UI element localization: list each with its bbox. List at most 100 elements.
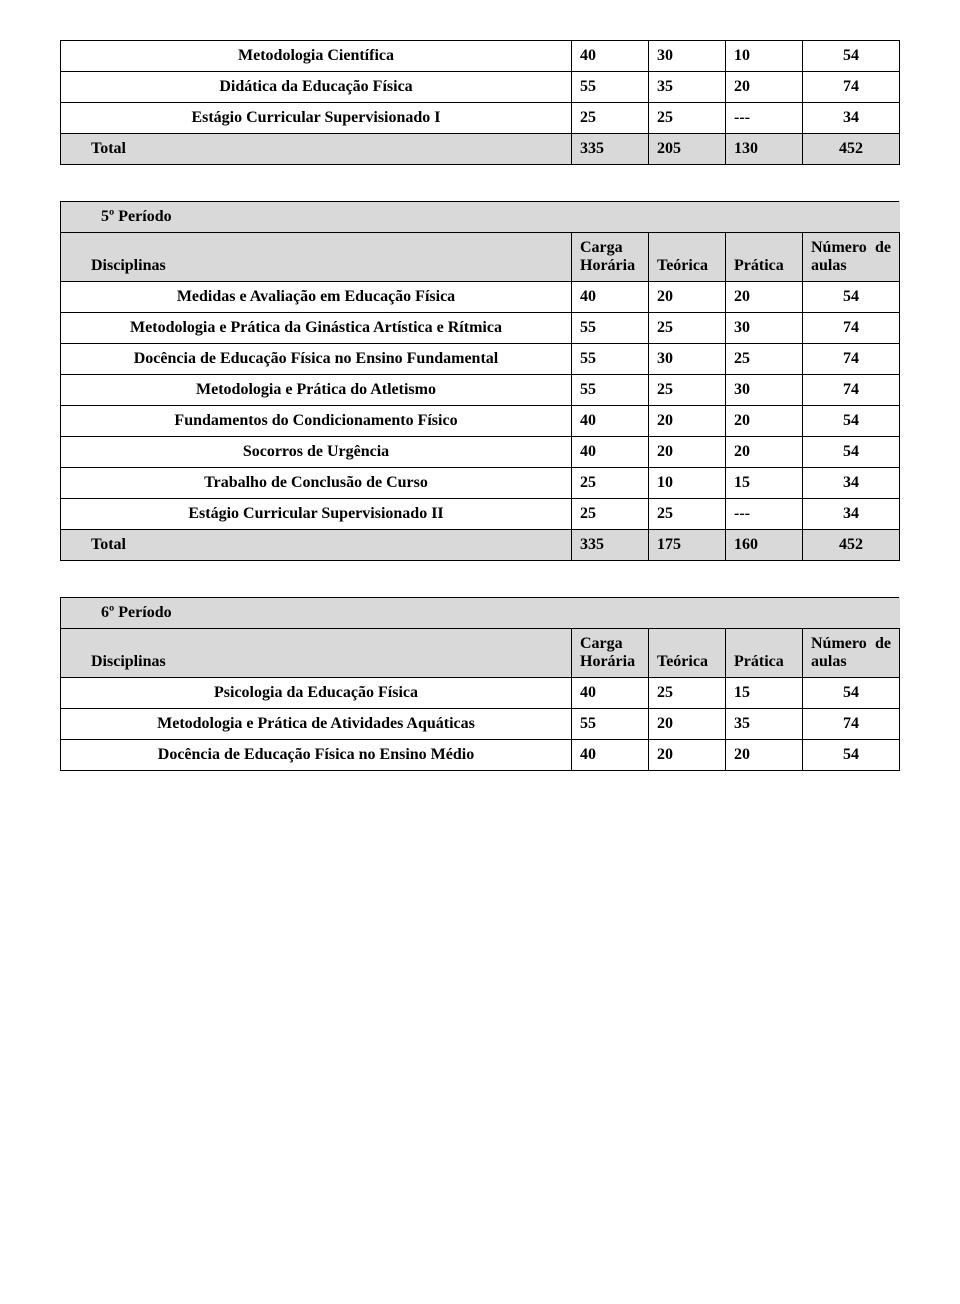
col-aulas: aulas [811, 653, 847, 670]
table-period-5: 5º Período Disciplinas Carga Horária Teó… [60, 201, 900, 561]
cell-pratica: 20 [726, 437, 803, 468]
cell-teorica: 20 [649, 709, 726, 740]
cell-teorica: 35 [649, 72, 726, 103]
col-carga-horaria: Carga Horária [572, 629, 649, 678]
cell-carga: 40 [572, 282, 649, 313]
cell-carga: 40 [572, 406, 649, 437]
table-row: Metodologia e Prática do Atletismo 55 25… [61, 375, 900, 406]
period-header-row: 5º Período [61, 202, 900, 233]
cell-aulas: 34 [803, 468, 900, 499]
table-row: Estágio Curricular Supervisionado I 25 2… [61, 103, 900, 134]
cell-aulas: 452 [803, 530, 900, 561]
table-row: Docência de Educação Física no Ensino Fu… [61, 344, 900, 375]
column-header-row: Disciplinas Carga Horária Teórica Prátic… [61, 233, 900, 282]
cell-aulas: 74 [803, 72, 900, 103]
col-carga-horaria: Carga Horária [572, 233, 649, 282]
cell-teorica: 175 [649, 530, 726, 561]
cell-carga: 335 [572, 134, 649, 165]
cell-pratica: 130 [726, 134, 803, 165]
period-header-row: 6º Período [61, 598, 900, 629]
table-row: Psicologia da Educação Física 40 25 15 5… [61, 678, 900, 709]
cell-aulas: 54 [803, 678, 900, 709]
cell-carga: 40 [572, 437, 649, 468]
cell-aulas: 452 [803, 134, 900, 165]
discipline-name: Metodologia e Prática do Atletismo [61, 375, 572, 406]
table-row: Metodologia e Prática de Atividades Aquá… [61, 709, 900, 740]
table-row: Didática da Educação Física 55 35 20 74 [61, 72, 900, 103]
cell-aulas: 74 [803, 344, 900, 375]
cell-carga: 25 [572, 499, 649, 530]
cell-pratica: --- [726, 499, 803, 530]
table-partial: Metodologia Científica 40 30 10 54 Didát… [60, 40, 900, 165]
col-pratica: Prática [726, 233, 803, 282]
col-disciplinas: Disciplinas [61, 233, 572, 282]
cell-carga: 25 [572, 468, 649, 499]
discipline-name: Medidas e Avaliação em Educação Física [61, 282, 572, 313]
cell-teorica: 25 [649, 678, 726, 709]
cell-carga: 55 [572, 313, 649, 344]
col-teorica: Teórica [649, 629, 726, 678]
col-carga: Carga [580, 635, 623, 652]
cell-teorica: 25 [649, 103, 726, 134]
cell-teorica: 20 [649, 282, 726, 313]
cell-pratica: --- [726, 103, 803, 134]
cell-pratica: 15 [726, 678, 803, 709]
cell-aulas: 34 [803, 103, 900, 134]
cell-aulas: 54 [803, 41, 900, 72]
table-row: Estágio Curricular Supervisionado II 25 … [61, 499, 900, 530]
cell-carga: 55 [572, 709, 649, 740]
table-period-6: 6º Período Disciplinas Carga Horária Teó… [60, 597, 900, 771]
cell-teorica: 30 [649, 41, 726, 72]
cell-pratica: 20 [726, 72, 803, 103]
period-title: 5º Período [61, 202, 900, 233]
cell-carga: 55 [572, 344, 649, 375]
cell-aulas: 34 [803, 499, 900, 530]
table-row: Metodologia e Prática da Ginástica Artís… [61, 313, 900, 344]
col-numero-aulas: Número de aulas [803, 233, 900, 282]
discipline-name: Trabalho de Conclusão de Curso [61, 468, 572, 499]
cell-pratica: 20 [726, 740, 803, 771]
cell-teorica: 10 [649, 468, 726, 499]
discipline-name: Docência de Educação Física no Ensino Fu… [61, 344, 572, 375]
col-teorica: Teórica [649, 233, 726, 282]
col-pratica: Prática [726, 629, 803, 678]
cell-teorica: 25 [649, 313, 726, 344]
total-row: Total 335 205 130 452 [61, 134, 900, 165]
table-row: Medidas e Avaliação em Educação Física 4… [61, 282, 900, 313]
cell-teorica: 30 [649, 344, 726, 375]
col-disciplinas: Disciplinas [61, 629, 572, 678]
cell-carga: 55 [572, 375, 649, 406]
cell-pratica: 30 [726, 375, 803, 406]
col-de: de [875, 239, 891, 257]
discipline-name: Estágio Curricular Supervisionado I [61, 103, 572, 134]
cell-pratica: 20 [726, 282, 803, 313]
cell-pratica: 10 [726, 41, 803, 72]
table-row: Fundamentos do Condicionamento Físico 40… [61, 406, 900, 437]
cell-carga: 40 [572, 678, 649, 709]
cell-pratica: 25 [726, 344, 803, 375]
table-row: Docência de Educação Física no Ensino Mé… [61, 740, 900, 771]
col-numero: Número [811, 239, 867, 257]
cell-teorica: 25 [649, 499, 726, 530]
cell-teorica: 20 [649, 437, 726, 468]
cell-teorica: 20 [649, 740, 726, 771]
period-title: 6º Período [61, 598, 900, 629]
col-numero: Número [811, 635, 867, 653]
total-row: Total 335 175 160 452 [61, 530, 900, 561]
discipline-name: Psicologia da Educação Física [61, 678, 572, 709]
column-header-row: Disciplinas Carga Horária Teórica Prátic… [61, 629, 900, 678]
discipline-name: Docência de Educação Física no Ensino Mé… [61, 740, 572, 771]
cell-pratica: 15 [726, 468, 803, 499]
cell-aulas: 74 [803, 709, 900, 740]
cell-teorica: 205 [649, 134, 726, 165]
col-de: de [875, 635, 891, 653]
cell-carga: 25 [572, 103, 649, 134]
col-horaria: Horária [580, 653, 635, 670]
cell-aulas: 54 [803, 740, 900, 771]
cell-carga: 55 [572, 72, 649, 103]
table-row: Socorros de Urgência 40 20 20 54 [61, 437, 900, 468]
col-horaria: Horária [580, 257, 635, 274]
cell-aulas: 54 [803, 282, 900, 313]
discipline-name: Socorros de Urgência [61, 437, 572, 468]
discipline-name: Didática da Educação Física [61, 72, 572, 103]
